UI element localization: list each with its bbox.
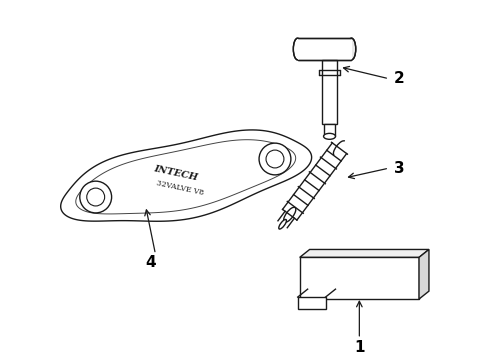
Polygon shape xyxy=(300,257,419,299)
Text: 1: 1 xyxy=(354,340,365,355)
Circle shape xyxy=(87,188,105,206)
Text: INTECH: INTECH xyxy=(152,164,198,182)
Polygon shape xyxy=(419,249,429,299)
Circle shape xyxy=(266,150,284,168)
Ellipse shape xyxy=(323,133,336,139)
Ellipse shape xyxy=(294,38,302,60)
Circle shape xyxy=(80,181,112,213)
Text: 4: 4 xyxy=(145,255,156,270)
Circle shape xyxy=(259,143,291,175)
Polygon shape xyxy=(300,249,429,257)
Text: 2: 2 xyxy=(394,71,405,86)
Polygon shape xyxy=(61,130,312,221)
Bar xyxy=(323,125,336,136)
Ellipse shape xyxy=(279,220,287,229)
Bar xyxy=(298,297,325,309)
Text: 3: 3 xyxy=(394,161,404,176)
Text: 32VALVE V8: 32VALVE V8 xyxy=(156,179,205,197)
Ellipse shape xyxy=(284,207,296,222)
Ellipse shape xyxy=(347,38,356,60)
Bar xyxy=(298,38,352,60)
Bar xyxy=(321,60,338,125)
